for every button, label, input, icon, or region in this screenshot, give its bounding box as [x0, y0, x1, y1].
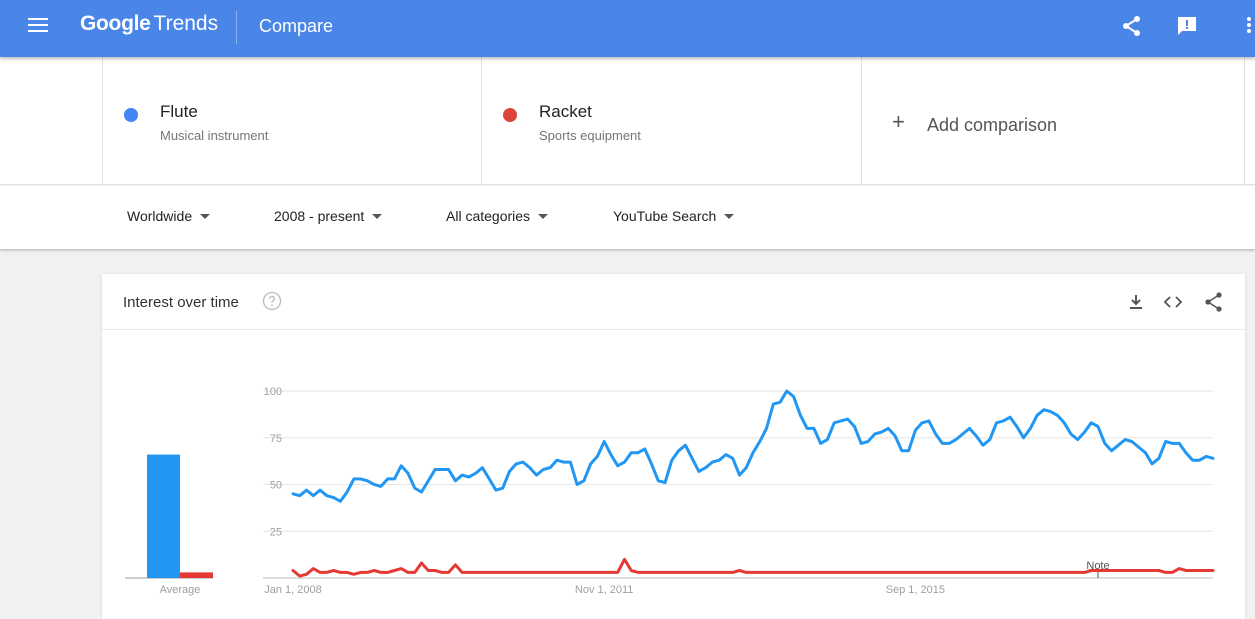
- y-tick-label: 25: [270, 526, 282, 538]
- page-title: Compare: [259, 16, 334, 36]
- google-trends-logo[interactable]: Google Trends: [80, 12, 218, 36]
- term-category: Musical instrument: [160, 128, 269, 143]
- search-term-flute[interactable]: Flute Musical instrument: [102, 57, 482, 185]
- filter-label: All categories: [446, 208, 531, 224]
- x-tick-label: Jan 1, 2008: [264, 584, 322, 596]
- average-bar-flute: [147, 454, 180, 578]
- share-icon[interactable]: [1120, 14, 1144, 38]
- term-name: Flute: [160, 102, 198, 121]
- embed-icon[interactable]: [1162, 291, 1184, 313]
- chevron-down-icon: [724, 213, 735, 219]
- filter-label: Worldwide: [127, 208, 193, 224]
- y-tick-label: 100: [264, 386, 282, 398]
- header-divider: [236, 11, 237, 44]
- filter-time-range[interactable]: 2008 - present: [274, 208, 383, 224]
- series-line-racket: [291, 557, 1215, 578]
- series-line-flute: [291, 389, 1215, 503]
- chevron-down-icon: [200, 213, 211, 219]
- filter-bar: Worldwide 2008 - present All categories …: [0, 186, 1255, 249]
- feedback-icon[interactable]: [1175, 14, 1199, 38]
- hamburger-menu-icon[interactable]: [28, 18, 48, 34]
- card-title: Interest over time: [123, 294, 239, 311]
- term-name: Racket: [539, 102, 592, 121]
- card-header: Interest over time: [102, 274, 1245, 330]
- average-bar-racket: [180, 572, 213, 578]
- logo-product: Trends: [153, 12, 219, 35]
- more-icon[interactable]: [1240, 14, 1255, 38]
- interest-line-chart: 25 50 75 100 Jan 1, 2008 Nov 1, 2011 Sep 1, 20…: [125, 386, 1215, 596]
- y-tick-label: 75: [270, 433, 282, 445]
- term-category: Sports equipment: [539, 128, 641, 143]
- share-icon[interactable]: [1203, 291, 1225, 313]
- average-label: Average: [160, 584, 201, 596]
- filter-label: 2008 - present: [274, 208, 365, 224]
- plus-icon: +: [892, 109, 905, 134]
- app-header: Google Trends Compare: [0, 0, 1255, 57]
- add-comparison-button[interactable]: + Add comparison: [862, 57, 1245, 185]
- help-icon[interactable]: [262, 291, 282, 311]
- x-tick-label: Sep 1, 2015: [886, 584, 945, 596]
- download-icon[interactable]: [1125, 291, 1147, 313]
- search-term-racket[interactable]: Racket Sports equipment: [482, 57, 862, 185]
- add-comparison-label: Add comparison: [927, 115, 1058, 135]
- series-color-dot: [124, 108, 138, 122]
- chevron-down-icon: [538, 213, 549, 219]
- series-color-dot: [503, 108, 517, 122]
- filter-category[interactable]: All categories: [446, 208, 549, 224]
- comparison-bar: Flute Musical instrument Racket Sports e…: [0, 57, 1255, 185]
- x-tick-label: Nov 1, 2011: [575, 584, 634, 596]
- filter-location[interactable]: Worldwide: [127, 208, 211, 224]
- interest-over-time-card: Interest over time 25 50 75 100 Jan 1, 2008 N…: [102, 274, 1245, 619]
- logo-brand: Google: [80, 12, 151, 35]
- filter-label: YouTube Search: [613, 208, 717, 224]
- filter-search-type[interactable]: YouTube Search: [613, 208, 735, 224]
- y-tick-label: 50: [270, 480, 282, 492]
- chevron-down-icon: [372, 213, 383, 219]
